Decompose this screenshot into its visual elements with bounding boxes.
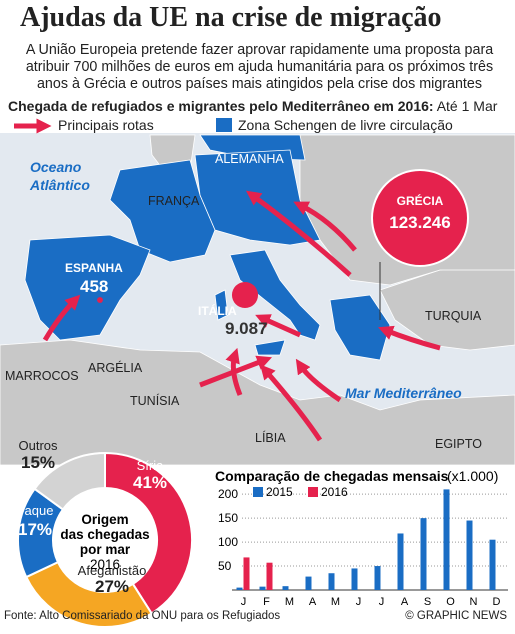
map-label: LÍBIA xyxy=(255,430,286,445)
donut-slice xyxy=(104,451,193,615)
map-label: TURQUIA xyxy=(425,309,482,323)
donut-title: das chegadas xyxy=(60,527,149,542)
bar xyxy=(236,587,243,590)
slice-value: 27% xyxy=(95,577,129,596)
title: Ajudas da UE na crise de migração xyxy=(20,2,442,33)
x-tick-label: O xyxy=(446,596,455,608)
y-tick-label: 100 xyxy=(218,535,238,549)
x-tick-label: A xyxy=(401,596,409,608)
donut-title: Origem xyxy=(81,512,128,527)
bubble xyxy=(231,281,259,309)
slice-label: Iraque xyxy=(17,503,54,518)
map-label: ALEMANHA xyxy=(215,152,284,166)
bar xyxy=(443,489,450,590)
slice-label: Síria xyxy=(137,458,165,473)
y-tick-label: 150 xyxy=(218,511,238,525)
bar-unit: (x1.000) xyxy=(447,468,498,484)
source: Fonte: Alto Comissariado da ONU para os … xyxy=(4,610,281,622)
bar xyxy=(466,520,473,590)
map-label: TUNÍSIA xyxy=(130,393,180,408)
map-title: Chegada de refugiados e migrantes pelo M… xyxy=(8,98,434,114)
bar xyxy=(305,576,312,590)
slice-label: Outros xyxy=(18,438,58,453)
donut-year: 2016 xyxy=(90,557,120,572)
x-tick-label: F xyxy=(263,596,270,608)
x-tick-label: M xyxy=(331,596,340,608)
bar xyxy=(397,533,404,590)
map-label: MARROCOS xyxy=(5,369,79,383)
bubble-name: GRÉCIA xyxy=(397,193,444,208)
x-tick-label: J xyxy=(241,596,247,608)
bar-title: Comparação de chegadas mensais xyxy=(215,468,449,484)
map-label: Oceano xyxy=(30,159,82,175)
bar xyxy=(420,518,427,590)
bar xyxy=(374,566,381,590)
x-tick-label: J xyxy=(379,596,385,608)
y-tick-label: 50 xyxy=(218,559,232,573)
schengen xyxy=(24,134,391,361)
bubble-value: 123.246 xyxy=(389,213,450,232)
x-tick-label: D xyxy=(493,596,501,608)
map-date: Até 1 Mar xyxy=(436,98,498,114)
map-label: Mar Mediterrâneo xyxy=(345,385,462,401)
map-label: Atlântico xyxy=(29,177,90,193)
map-heading: Chegada de refugiados e migrantes pelo M… xyxy=(8,98,497,114)
bubble-value: 9.087 xyxy=(225,319,268,338)
legend-routes: Principais rotas xyxy=(58,117,154,133)
bar xyxy=(266,562,273,590)
donut-title: por mar xyxy=(80,542,131,557)
bar xyxy=(259,586,266,590)
x-tick-label: S xyxy=(424,596,431,608)
slice-value: 15% xyxy=(21,453,55,472)
legend-swatch xyxy=(308,487,318,497)
x-tick-label: M xyxy=(285,596,294,608)
legend-label: 2015 xyxy=(266,485,293,499)
bar xyxy=(243,557,250,590)
bubble xyxy=(97,297,103,303)
bar xyxy=(328,573,335,590)
map-label: ARGÉLIA xyxy=(88,360,143,375)
legend-swatch xyxy=(253,487,263,497)
credit: © GRAPHIC NEWS xyxy=(405,610,507,622)
bubble-value: 458 xyxy=(80,277,108,296)
bar xyxy=(489,539,496,590)
bubble-name: ESPANHA xyxy=(65,261,123,275)
slice-label: Afeganistão xyxy=(78,563,147,578)
slice-value: 41% xyxy=(133,473,167,492)
legend-label: 2016 xyxy=(321,485,348,499)
y-tick-label: 200 xyxy=(218,487,238,501)
bar xyxy=(351,568,358,590)
map-label: FRANÇA xyxy=(148,194,200,208)
bubble-name: ITÁLIA xyxy=(198,303,237,318)
donut-slice xyxy=(33,451,106,511)
map-label: EGIPTO xyxy=(435,437,482,451)
x-tick-label: A xyxy=(309,596,317,608)
bar xyxy=(282,586,289,590)
legend-swatch xyxy=(216,118,232,132)
x-tick-label: N xyxy=(470,596,478,608)
subtitle: A União Europeia pretende fazer aprovar … xyxy=(25,42,494,92)
routes xyxy=(42,190,441,442)
bubble xyxy=(371,169,469,267)
x-tick-label: J xyxy=(356,596,362,608)
legend-schengen: Zona Schengen de livre circulação xyxy=(238,117,453,133)
slice-value: 17% xyxy=(18,520,52,539)
